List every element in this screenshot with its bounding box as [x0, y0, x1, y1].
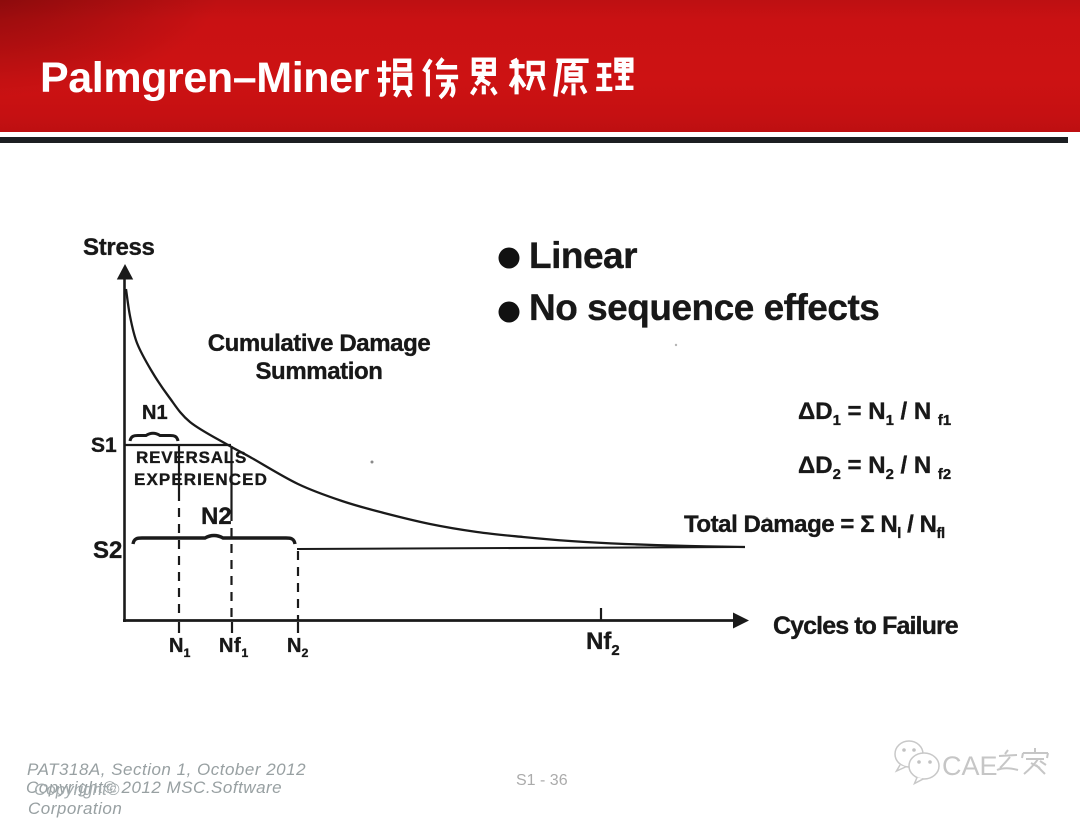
svg-text:CAE: CAE — [942, 751, 998, 781]
